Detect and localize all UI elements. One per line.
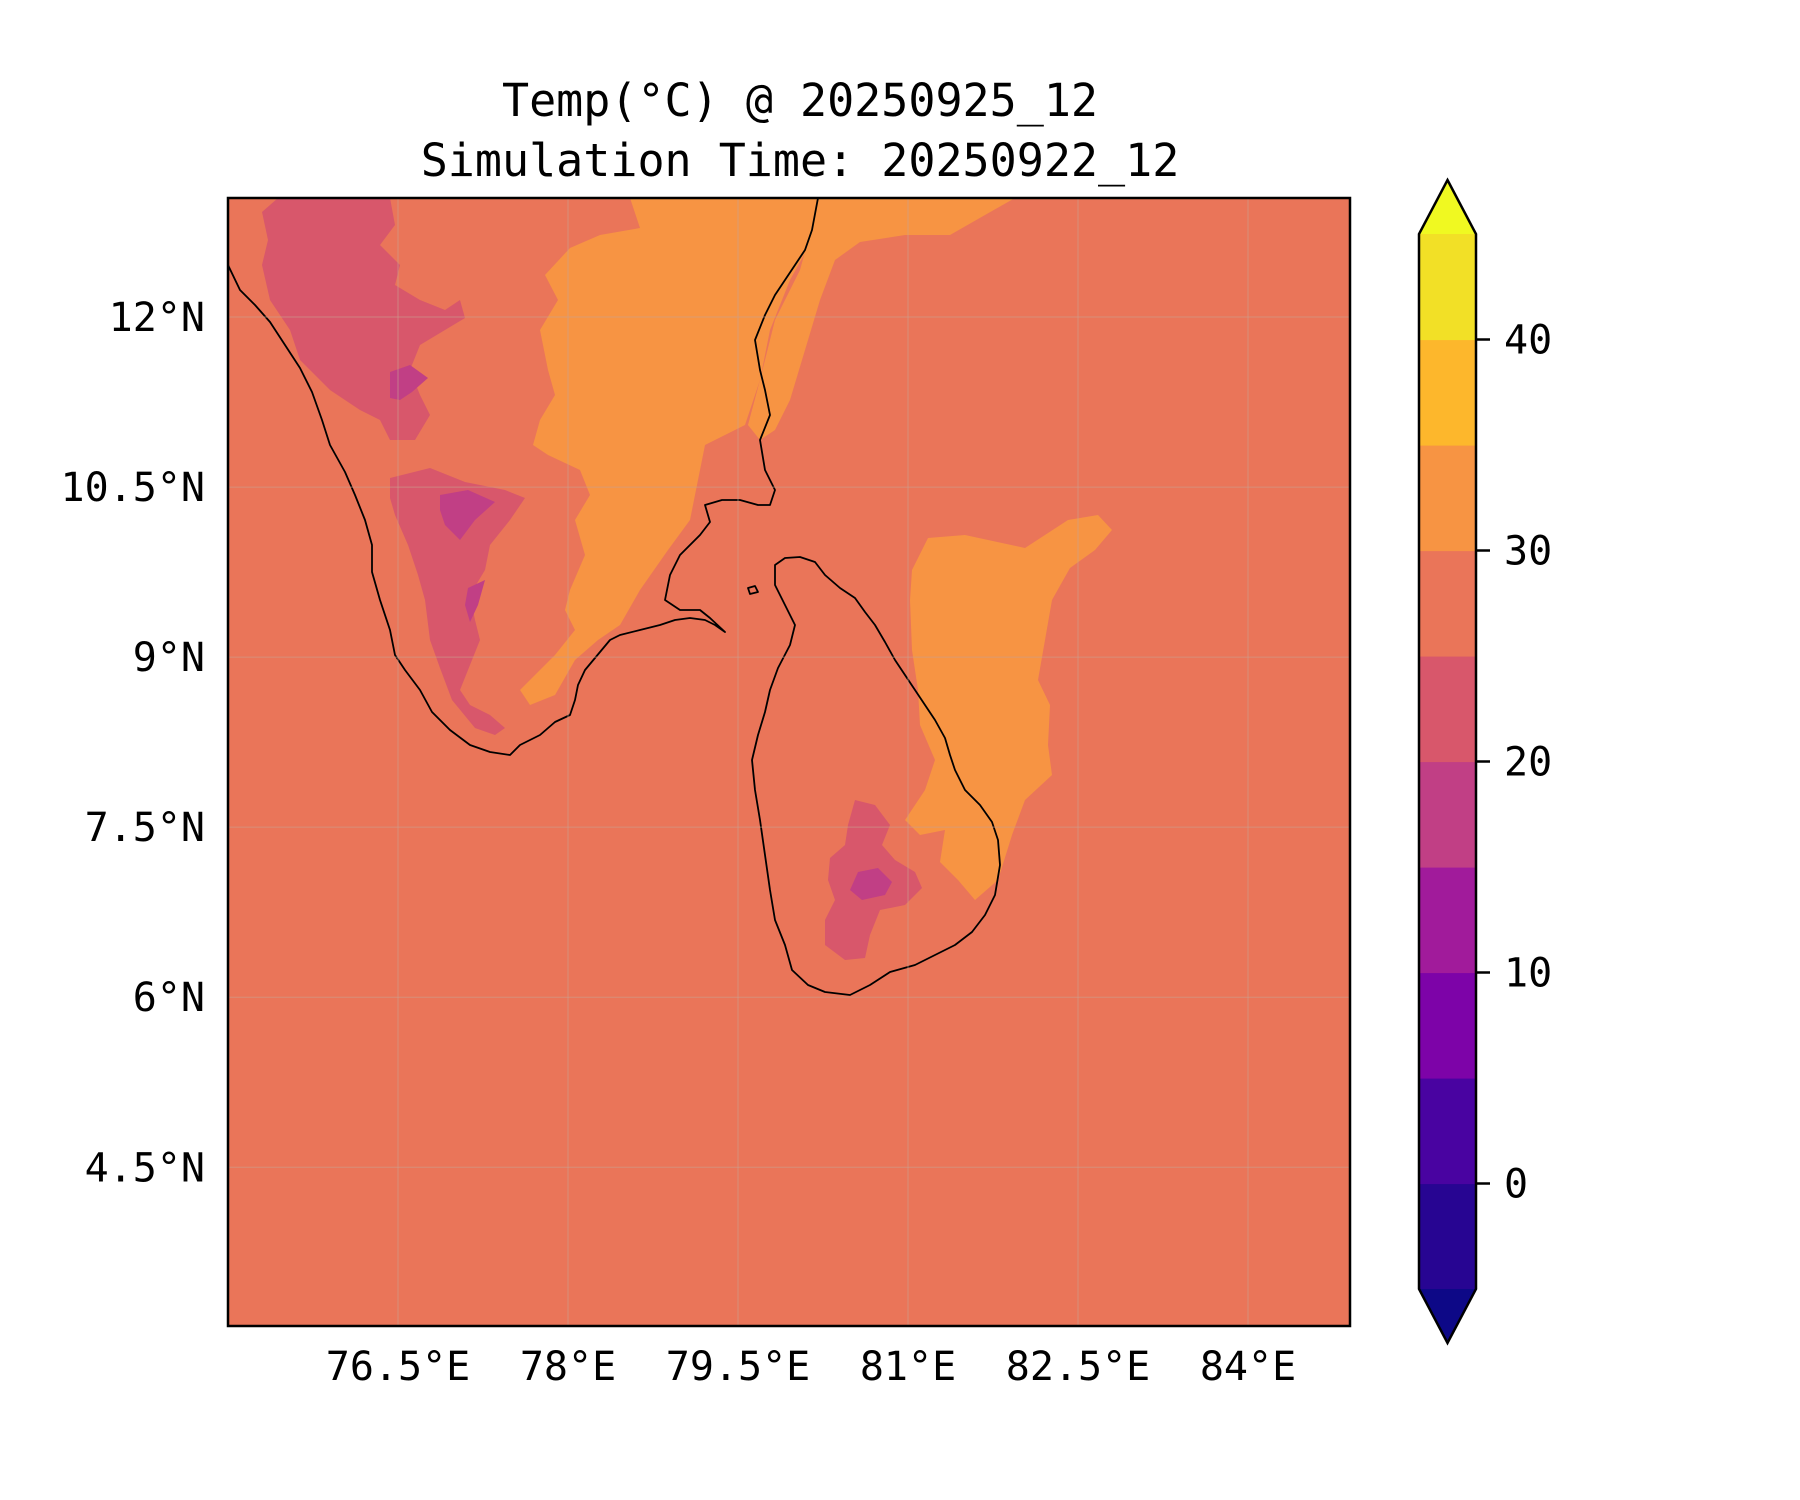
- temp-region-15-20-core-c: [465, 580, 485, 622]
- colorbar-tick-label: 10: [1504, 951, 1552, 997]
- temp-region-30-35-coast: [748, 198, 1015, 440]
- colorbar-tick-label: 40: [1504, 318, 1552, 364]
- colorbar-level: [1419, 550, 1476, 657]
- colorbar-extend-under: [1419, 1289, 1476, 1343]
- colorbar-level: [1419, 234, 1476, 341]
- colorbar-tick-label: 20: [1504, 740, 1552, 786]
- lon-tick-label: 79.5°E: [666, 1344, 811, 1390]
- lon-tick-label: 76.5°E: [326, 1344, 471, 1390]
- colorbar-level: [1419, 761, 1476, 868]
- colorbar-level: [1419, 972, 1476, 1079]
- colorbar-extend-over: [1419, 180, 1476, 234]
- gridlines: [228, 198, 1350, 1326]
- lat-tick-label: 6°N: [133, 975, 205, 1021]
- map-area: [228, 198, 1350, 1326]
- colorbar-level: [1419, 1183, 1476, 1290]
- lat-tick-label: 4.5°N: [85, 1145, 205, 1191]
- longitude-axis: 76.5°E 78°E 79.5°E 81°E 82.5°E 84°E: [326, 1344, 1296, 1390]
- map-frame: [226, 196, 1352, 1328]
- title-line-2: Simulation Time: 20250922_12: [420, 134, 1180, 187]
- temp-region-15-20-core-srilanka: [850, 868, 892, 900]
- lon-tick-label: 84°E: [1200, 1344, 1296, 1390]
- temp-region-20-25-ghats-north: [262, 198, 465, 440]
- coastline-islet: [747, 585, 759, 595]
- lat-tick-label: 12°N: [109, 295, 205, 341]
- lon-tick-label: 82.5°E: [1006, 1344, 1151, 1390]
- temp-region-30-35: [520, 198, 820, 705]
- temp-region-15-20-core-a: [390, 365, 428, 400]
- temp-region-20-25-ghats-south: [390, 468, 525, 735]
- colorbar-level: [1419, 867, 1476, 974]
- temp-region-15-20-core-b: [440, 490, 495, 540]
- lat-tick-label: 9°N: [133, 635, 205, 681]
- colorbar-level: [1419, 339, 1476, 446]
- lat-tick-label: 10.5°N: [61, 465, 206, 511]
- colorbar-level: [1419, 445, 1476, 552]
- colorbar-tick-label: 30: [1504, 529, 1552, 575]
- colorbar: 0 10 20 30 40: [1417, 177, 1552, 1346]
- latitude-axis: 12°N 10.5°N 9°N 7.5°N 6°N 4.5°N: [61, 295, 206, 1191]
- title-line-1: Temp(°C) @ 20250925_12: [501, 74, 1099, 127]
- colorbar-tick-label: 0: [1504, 1162, 1528, 1208]
- lon-tick-label: 81°E: [860, 1344, 956, 1390]
- lon-tick-label: 78°E: [520, 1344, 616, 1390]
- colorbar-level: [1419, 1078, 1476, 1185]
- lat-tick-label: 7.5°N: [85, 805, 205, 851]
- coastline-india: [228, 198, 819, 756]
- temp-region-30-35-srilanka: [905, 515, 1112, 900]
- coastline-srilanka: [751, 556, 1001, 996]
- colorbar-level: [1419, 656, 1476, 763]
- colorbar-outline: [1417, 177, 1478, 1346]
